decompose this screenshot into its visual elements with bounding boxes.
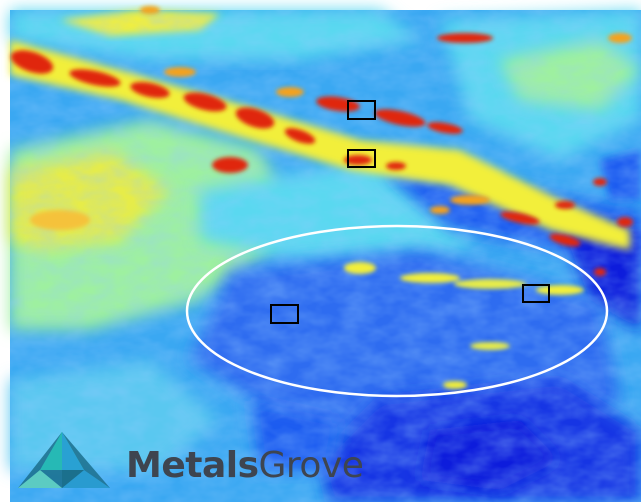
logo-word-metals: Metals xyxy=(126,445,259,486)
logo-word-grove: Grove xyxy=(259,445,364,486)
metalsgrove-logo-text: MetalsGrove xyxy=(126,448,363,484)
